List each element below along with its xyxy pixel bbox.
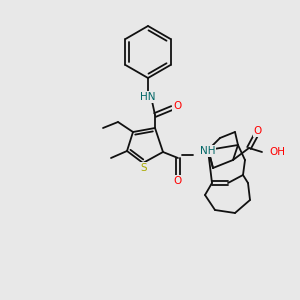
Text: HN: HN bbox=[140, 92, 156, 102]
Text: OH: OH bbox=[269, 147, 285, 157]
Text: O: O bbox=[173, 101, 181, 111]
Text: NH: NH bbox=[200, 146, 215, 156]
Text: S: S bbox=[141, 163, 147, 173]
Text: O: O bbox=[254, 126, 262, 136]
Text: O: O bbox=[173, 176, 181, 186]
